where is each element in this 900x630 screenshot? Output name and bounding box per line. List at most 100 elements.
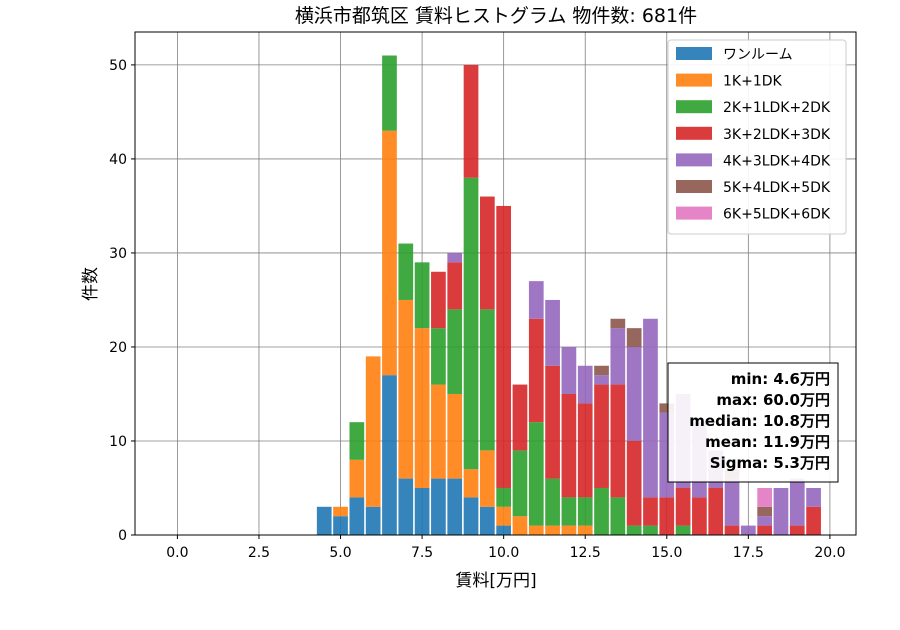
bar-segment <box>463 497 479 535</box>
x-axis-ticks: 0.0 2.5 5.0 7.5 10.0 12.5 15.0 17.5 20.0 <box>166 535 845 561</box>
bar-segment <box>675 525 691 535</box>
bar-segment <box>463 177 479 470</box>
bar-segment <box>479 309 495 451</box>
bar-segment <box>561 346 577 394</box>
bar-segment <box>626 440 642 526</box>
bar-segment <box>724 525 740 535</box>
legend-label: 6K+5LDK+6DK <box>723 207 831 223</box>
bar-segment <box>349 497 365 535</box>
bar-segment <box>610 318 626 329</box>
x-tick-label: 2.5 <box>248 545 270 561</box>
bar-segment <box>496 205 512 488</box>
legend-label: 5K+4LDK+5DK <box>723 180 831 196</box>
bar-segment <box>512 516 528 535</box>
bar-segment <box>479 450 495 507</box>
bar-segment <box>447 262 463 310</box>
bar-segment <box>382 130 397 376</box>
bar-segment <box>577 365 593 404</box>
stat-max: max: 60.0万円 <box>716 391 830 409</box>
bar-segment <box>528 422 544 526</box>
bar-segment <box>740 525 756 535</box>
bar-segment <box>528 318 544 423</box>
bar-segment <box>431 478 446 535</box>
bar-segment <box>594 375 609 385</box>
bar-segment <box>496 506 512 526</box>
x-tick-label: 0.0 <box>166 545 188 561</box>
bar-segment <box>659 497 675 535</box>
legend-swatch <box>676 206 712 220</box>
legend-swatch <box>676 73 712 87</box>
bar-segment <box>757 487 773 507</box>
bar-segment <box>316 506 332 535</box>
legend-label: ワンルーム <box>723 47 793 63</box>
bar-segment <box>626 346 642 441</box>
bar-segment <box>333 506 348 517</box>
bar-segment <box>643 318 658 498</box>
bar-segment <box>431 328 446 385</box>
bar-segment <box>561 497 577 526</box>
y-tick-label: 30 <box>109 246 127 262</box>
x-tick-label: 15.0 <box>651 545 682 561</box>
plot-frame <box>134 31 857 536</box>
bar-segment <box>610 497 626 535</box>
y-tick-label: 0 <box>118 528 127 544</box>
bar-segment <box>610 328 626 385</box>
bar-segment <box>382 375 397 535</box>
bar-segment <box>789 478 805 526</box>
bar-segment <box>692 497 707 535</box>
legend-swatch <box>676 180 712 193</box>
x-tick-label: 20.0 <box>814 545 845 561</box>
bar-segment <box>528 281 544 319</box>
y-axis-label: 件数 <box>81 267 101 301</box>
bar-segment <box>349 422 365 460</box>
bar-segment <box>479 506 495 535</box>
y-tick-label: 40 <box>109 152 127 168</box>
y-axis-ticks: 0 10 20 30 40 50 <box>109 58 135 544</box>
legend-swatch <box>676 47 712 60</box>
legend-label: 2K+1LDK+2DK <box>723 100 831 116</box>
bar-segment <box>594 487 609 535</box>
bar-segment <box>577 525 593 535</box>
y-tick-label: 50 <box>109 58 127 74</box>
bar-segment <box>365 356 381 507</box>
bar-segment <box>463 64 479 178</box>
y-tick-label: 10 <box>109 434 127 450</box>
bar-segment <box>398 478 414 535</box>
bar-segment <box>431 384 446 479</box>
stat-min: min: 4.6万円 <box>731 370 830 388</box>
bar-segment <box>757 506 773 517</box>
x-tick-label: 17.5 <box>733 545 764 561</box>
bar-segment <box>333 516 348 535</box>
bar-segment <box>545 525 560 535</box>
stats-box: min: 4.6万円 max: 60.0万円 median: 10.8万円 me… <box>667 362 839 483</box>
legend-swatch <box>676 153 712 167</box>
legend-box <box>667 39 847 235</box>
bar-segment <box>414 487 430 535</box>
bar-segment <box>528 525 544 535</box>
bar-segment <box>447 252 463 263</box>
legend-label: 4K+3LDK+4DK <box>723 153 831 169</box>
stat-mean: mean: 11.9万円 <box>705 433 830 451</box>
bar-segment <box>382 55 397 131</box>
y-tick-label: 20 <box>109 340 127 356</box>
legend-label: 1K+1DK <box>723 74 783 90</box>
bar-segment <box>479 196 495 310</box>
bar-segment <box>773 487 789 535</box>
bar-segment <box>545 365 560 479</box>
bar-segment <box>806 487 821 507</box>
bar-segment <box>512 384 528 451</box>
legend-swatch <box>676 100 712 114</box>
bar-segment <box>577 497 593 526</box>
bar-segment <box>561 393 577 498</box>
bar-segment <box>447 478 463 535</box>
bar-segment <box>496 487 512 507</box>
bar-segment <box>626 328 642 347</box>
bar-segment <box>545 478 560 526</box>
bar-segment <box>643 525 658 535</box>
bar-segment <box>675 487 691 526</box>
stat-median: median: 10.8万円 <box>689 412 830 430</box>
x-tick-label: 10.0 <box>488 545 519 561</box>
bar-segment <box>789 525 805 535</box>
bar-segment <box>349 459 365 498</box>
